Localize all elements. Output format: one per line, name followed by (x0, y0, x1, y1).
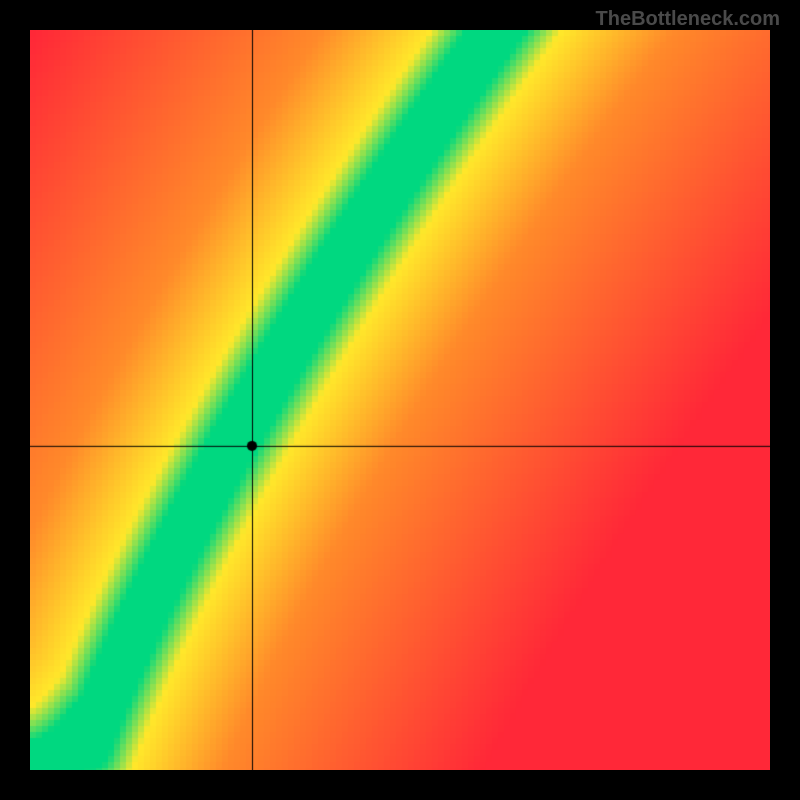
chart-container: TheBottleneck.com (0, 0, 800, 800)
heatmap-chart (30, 30, 770, 770)
heatmap-canvas (30, 30, 770, 770)
watermark-text: TheBottleneck.com (596, 8, 780, 31)
